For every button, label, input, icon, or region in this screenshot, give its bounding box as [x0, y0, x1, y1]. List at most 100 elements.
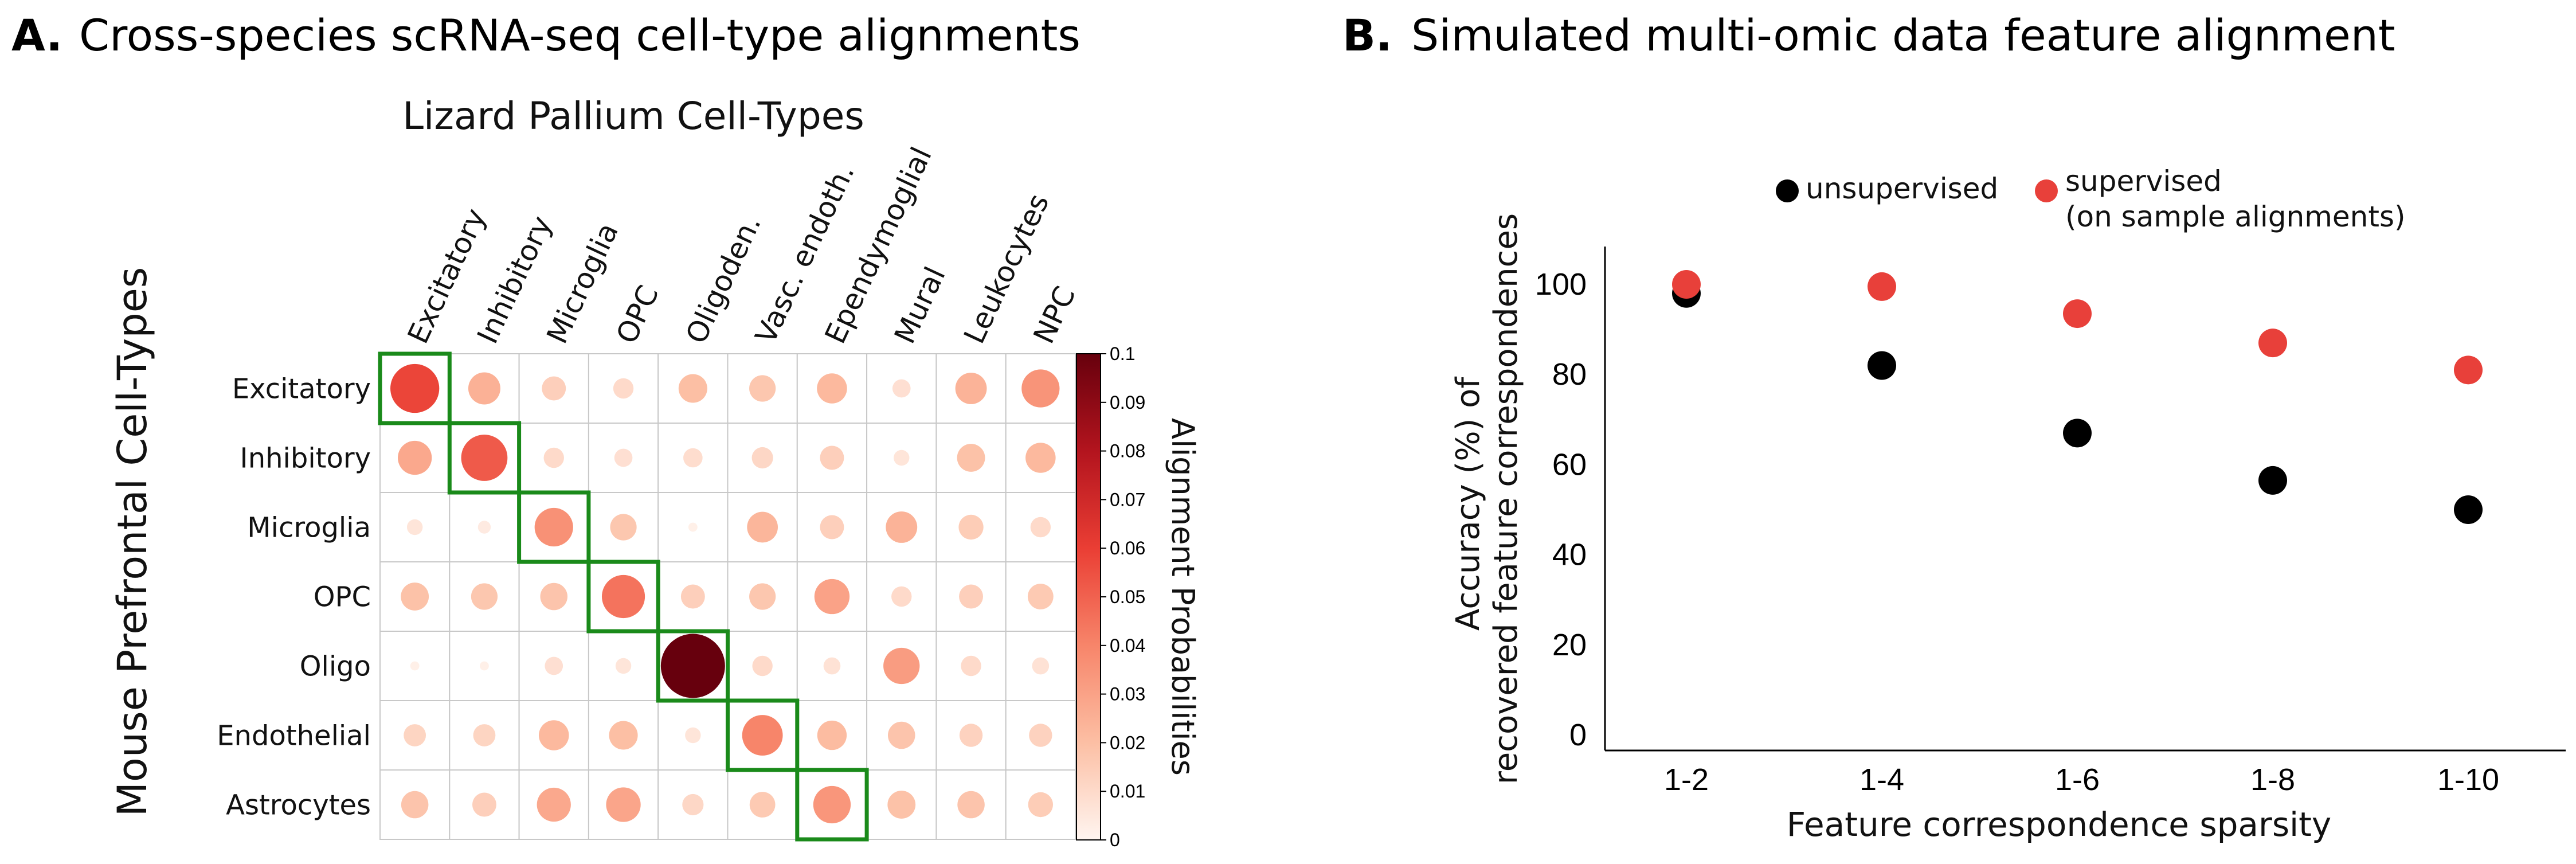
heatmap-dot: [891, 586, 912, 607]
heatmap-dot: [680, 584, 705, 609]
heatmap-diagonal-highlights: [378, 351, 869, 842]
heatmap-x-tick-label: NPC: [1027, 282, 1082, 349]
colorbar-tick-label: 0.07: [1110, 489, 1145, 510]
colorbar-title: Alignment Probabilities: [1165, 418, 1201, 776]
heatmap-dot: [817, 720, 847, 750]
colorbar-tick-label: 0.01: [1110, 781, 1145, 802]
diagonal-highlight-box: [656, 629, 730, 703]
point-supervised: [2063, 299, 2092, 329]
diagonal-highlight-box: [517, 490, 591, 564]
heatmap-dot: [959, 584, 984, 609]
y-axis-title: Accuracy (%) of recovered feature corres…: [1450, 213, 1525, 784]
y-axis-title-line2: recovered feature correspondences: [1487, 213, 1525, 784]
heatmap-y-axis-title: Mouse Prefrontal Cell-Types: [109, 267, 156, 817]
heatmap-dot: [1027, 584, 1054, 609]
colorbar-tick-label: 0.04: [1110, 635, 1145, 656]
colorbar-tick-label: 0.02: [1110, 732, 1145, 753]
heatmap-dot: [610, 514, 637, 541]
heatmap-dot: [543, 447, 564, 468]
heatmap-dot: [887, 791, 916, 819]
heatmap-dot: [1032, 657, 1050, 675]
heatmap-dot: [894, 449, 910, 466]
x-tick-label: 1-2: [1664, 763, 1709, 797]
heatmap-dot: [955, 373, 987, 404]
legend-marker-supervised: [2035, 179, 2058, 202]
heatmap-dot: [461, 435, 508, 481]
heatmap-y-tick-label: Microglia: [247, 512, 371, 544]
y-tick-label: 40: [1552, 538, 1587, 572]
y-tick-label: 0: [1569, 718, 1587, 752]
heatmap-dot: [749, 792, 776, 818]
legend-marker-unsupervised: [1776, 179, 1799, 202]
point-unsupervised: [2063, 419, 2092, 448]
heatmap-dot: [471, 583, 498, 610]
x-tick-label: 1-10: [2437, 763, 2499, 797]
x-tick-label: 1-6: [2055, 763, 2100, 797]
heatmap-dot: [398, 440, 432, 475]
point-unsupervised: [2454, 495, 2483, 524]
heatmap-dot: [957, 791, 985, 819]
heatmap-dot: [957, 444, 985, 472]
point-unsupervised: [1868, 351, 1896, 380]
x-axis-title: Feature correspondence sparsity: [1787, 805, 2331, 844]
panel-a: A. Cross-species scRNA-seq cell-type ali…: [11, 10, 1201, 850]
diagonal-highlight-box: [378, 351, 452, 425]
heatmap-dot: [609, 721, 638, 750]
heatmap-dot: [1029, 724, 1052, 747]
heatmap-y-tick-label: Oligo: [300, 651, 371, 683]
heatmap-cell: [866, 353, 937, 424]
heatmap-dot: [473, 724, 496, 746]
panel-b-title: Simulated multi-omic data feature alignm…: [1411, 10, 2395, 61]
heatmap-dot: [688, 522, 698, 532]
heatmap-y-tick-label: Endothelial: [217, 720, 371, 752]
heatmap-dot: [961, 655, 981, 677]
heatmap-y-tick-label: Excitatory: [232, 373, 371, 405]
heatmap-dot: [958, 514, 984, 540]
heatmap-dot: [480, 661, 489, 671]
colorbar-tick-label: 0.1: [1110, 343, 1135, 364]
heatmap-dot: [883, 647, 920, 685]
heatmap-dot: [813, 785, 851, 824]
panel-a-title: Cross-species scRNA-seq cell-type alignm…: [79, 10, 1080, 61]
heatmap-dot: [742, 715, 783, 756]
colorbar-ticks: 0.1 0.09 0.08 0.07 0.06 0.05 0.04 0.03 0.02 0.01 0: [1101, 343, 1145, 850]
heatmap-dot: [1030, 517, 1051, 538]
heatmap-dot: [959, 724, 983, 747]
panel-b-letter: B.: [1342, 10, 1392, 61]
diagonal-highlight-box: [447, 421, 522, 495]
heatmap-dot: [601, 574, 645, 619]
legend: unsupervised supervised (on sample align…: [1776, 165, 2406, 233]
heatmap-dot: [613, 378, 634, 399]
legend-label-supervised: supervised: [2065, 165, 2222, 198]
heatmap-dot: [404, 724, 426, 746]
heatmap-dot: [472, 792, 496, 817]
heatmap-cell: [588, 423, 659, 493]
y-tick-label: 100: [1535, 267, 1587, 302]
colorbar-tick-label: 0.09: [1110, 392, 1145, 413]
heatmap-dot: [401, 791, 429, 819]
heatmap-dot: [752, 655, 773, 677]
y-axis-title-line1: Accuracy (%) of: [1450, 377, 1487, 631]
heatmap-dot: [660, 634, 725, 698]
point-supervised: [1868, 272, 1896, 301]
heatmap-dot: [678, 374, 707, 403]
heatmap-cell: [935, 561, 1007, 632]
heatmap-dot: [751, 447, 773, 469]
legend-label-supervised-note: (on sample alignments): [2065, 200, 2406, 233]
diagonal-highlight-box: [795, 768, 869, 842]
heatmap-dot: [1021, 369, 1060, 408]
y-tick-labels: 0 20 40 60 80 100: [1535, 267, 1587, 752]
heatmap-dots: [390, 363, 1060, 824]
colorbar-tick-label: 0.03: [1110, 684, 1145, 705]
heatmap-x-tick-label: OPC: [610, 280, 665, 349]
heatmap-dot: [817, 373, 847, 404]
heatmap-y-tick-label: OPC: [314, 581, 371, 613]
heatmap-dot: [615, 658, 632, 674]
y-tick-label: 60: [1552, 447, 1587, 482]
y-tick-label: 80: [1552, 357, 1587, 392]
legend-label-unsupervised: unsupervised: [1806, 172, 1998, 205]
heatmap-dot: [823, 657, 841, 675]
y-tick-label: 20: [1552, 628, 1587, 662]
heatmap-dot: [406, 519, 423, 535]
